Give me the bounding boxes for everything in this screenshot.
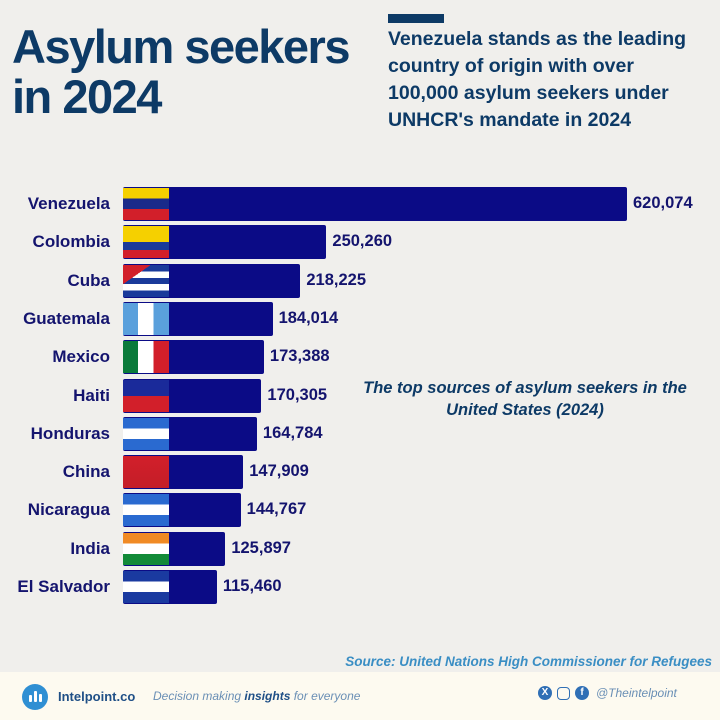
value-label: 144,767 [246,500,307,519]
chart-title: The top sources of asylum seekers in the… [363,379,687,419]
bar-row-mexico: Mexico 173,388 [0,340,720,375]
bar-row-cuba: Cuba 218,225 [0,263,720,298]
value-label: 115,460 [222,577,282,595]
flag-icon [123,532,169,565]
flag-icon [123,302,169,335]
bar-row-colombia: Colombia 250,260 [0,225,720,260]
value-label: 250,260 [332,232,393,251]
flag-icon [123,571,169,603]
flag-icon [123,417,169,450]
category-label: Mexico [52,347,110,367]
flag-icon [123,379,169,412]
bar [123,187,627,221]
value-label: 173,388 [269,347,330,366]
tagline-text: Decision making [153,689,245,703]
social-handle[interactable]: @Theintelpoint [596,686,677,700]
source-note: Source: United Nations High Commissioner… [345,654,712,669]
footer: Intelpoint.co Decision making insights f… [0,672,720,720]
tagline-text-end: for everyone [290,689,361,703]
value-label: 218,225 [306,270,367,289]
bar-row-honduras: Honduras 164,784 [0,416,720,451]
value-label: 147,909 [249,462,309,481]
category-label: India [70,538,110,558]
tagline-bold: insights [244,689,291,703]
facebook-icon[interactable]: f [575,686,589,700]
bar-row-venezuela: Venezuela 620,074 [0,187,720,221]
value-label: 164,784 [262,423,323,442]
flag-icon [123,188,169,220]
bar-row-guatemala: Guatemala 184,014 [0,301,720,336]
page-title: Asylum seekers in 2024 [12,20,350,123]
category-label: Haiti [73,385,110,405]
subtitle: Venezuela stands as the leading country … [388,28,687,131]
flag-icon [123,264,169,297]
category-label: Cuba [67,270,111,290]
category-label: El Salvador [17,577,110,596]
category-label: Colombia [32,232,110,252]
value-label: 620,074 [633,194,693,212]
category-label: Honduras [30,423,110,443]
value-label: 184,014 [278,308,339,327]
bar-row-nicaragua: Nicaragua 144,767 [0,493,720,528]
intelpoint-logo-icon [22,684,48,710]
bar-row-haiti: Haiti 170,305 [0,378,720,413]
flag-icon [123,456,169,489]
value-label: 170,305 [267,385,328,404]
accent-bar [388,14,444,23]
category-label: Venezuela [27,194,110,213]
bar-row-el-salvador: El Salvador 115,460 [0,570,720,604]
flag-icon [123,494,169,527]
tagline: Decision making insights for everyone [153,689,360,703]
social-links: X f @Theintelpoint [538,686,677,700]
value-label: 125,897 [231,538,291,557]
flag-icon [123,341,169,374]
instagram-icon[interactable] [557,686,570,700]
category-label: China [62,462,110,482]
category-label: Nicaragua [27,500,110,520]
category-label: Guatemala [23,308,110,328]
x-icon[interactable]: X [538,686,552,700]
flag-icon [123,226,169,259]
bar-row-china: China 147,909 [0,455,720,490]
brand-name[interactable]: Intelpoint.co [58,689,136,704]
bar-row-india: India 125,897 [0,531,720,566]
